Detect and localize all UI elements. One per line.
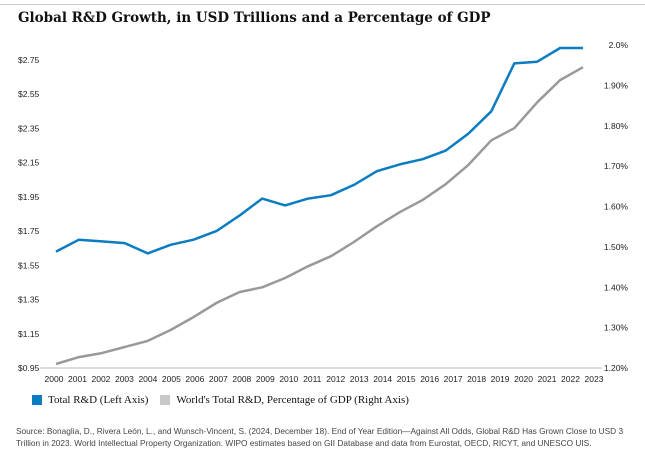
- legend-swatch: [160, 395, 171, 405]
- x-tick-label: 2002: [91, 374, 110, 384]
- left-y-tick-label: $1.95: [18, 192, 40, 202]
- x-tick-label: 2004: [138, 374, 157, 384]
- x-tick-label: 2019: [491, 374, 510, 384]
- left-y-tick-label: $1.75: [18, 226, 40, 236]
- x-tick-label: 2012: [326, 374, 345, 384]
- x-tick-label: 2008: [232, 374, 251, 384]
- top-divider: [0, 4, 645, 5]
- x-tick-label: 2011: [303, 374, 322, 384]
- x-tick-label: 2017: [444, 374, 463, 384]
- x-tick-label: 2013: [350, 374, 369, 384]
- right-y-tick-label: 1.80%: [604, 121, 629, 131]
- right-y-tick-label: 2.0%: [609, 40, 629, 50]
- x-tick-label: 2023: [585, 374, 604, 384]
- x-tick-label: 2010: [279, 374, 298, 384]
- x-tick-label: 2018: [467, 374, 486, 384]
- x-tick-label: 2009: [256, 374, 275, 384]
- left-y-tick-label: $2.75: [18, 55, 40, 65]
- left-y-tick-label: $2.35: [18, 123, 40, 133]
- series-line-total-rd: [55, 46, 583, 255]
- x-tick-label: 2022: [561, 374, 580, 384]
- source-note: Source: Bonaglia, D., Rivera León, L., a…: [16, 426, 624, 448]
- legend: Total R&D (Left Axis) World's Total R&D,…: [32, 394, 421, 406]
- x-tick-label: 2003: [115, 374, 134, 384]
- x-tick-label: 2021: [538, 374, 557, 384]
- x-tick-label: 2006: [185, 374, 204, 384]
- right-y-tick-label: 1.20%: [604, 363, 629, 373]
- left-y-tick-label: $1.55: [18, 260, 40, 270]
- left-y-tick-label: $1.15: [18, 329, 40, 339]
- left-y-tick-label: $2.15: [18, 158, 40, 168]
- left-y-tick-label: $2.55: [18, 89, 40, 99]
- right-y-tick-label: 1.30%: [604, 323, 629, 333]
- x-tick-label: 2015: [397, 374, 416, 384]
- x-tick-label: 2014: [373, 374, 392, 384]
- legend-swatch: [32, 395, 42, 405]
- right-y-tick-label: 1.60%: [604, 202, 629, 212]
- right-y-tick-label: 1.50%: [604, 242, 629, 252]
- x-tick-label: 2001: [68, 374, 87, 384]
- series-line-rd-gdp: [55, 66, 584, 366]
- left-y-tick-label: $0.95: [18, 363, 40, 373]
- left-y-tick-label: $1.35: [18, 295, 40, 305]
- x-tick-label: 2005: [162, 374, 181, 384]
- legend-item-rd-gdp: World's Total R&D, Percentage of GDP (Ri…: [160, 394, 409, 406]
- x-tick-label: 2016: [420, 374, 439, 384]
- right-y-tick-label: 1.70%: [604, 161, 629, 171]
- x-tick-label: 2007: [209, 374, 228, 384]
- right-y-tick-label: 1.40%: [604, 282, 629, 292]
- legend-label: World's Total R&D, Percentage of GDP (Ri…: [176, 394, 409, 406]
- chart-title: Global R&D Growth, in USD Trillions and …: [18, 10, 491, 26]
- right-y-tick-label: 1.90%: [604, 80, 629, 90]
- legend-label: Total R&D (Left Axis): [48, 394, 149, 406]
- x-tick-label: 2020: [514, 374, 533, 384]
- x-tick-label: 2000: [45, 374, 64, 384]
- legend-item-total-rd: Total R&D (Left Axis): [32, 394, 148, 406]
